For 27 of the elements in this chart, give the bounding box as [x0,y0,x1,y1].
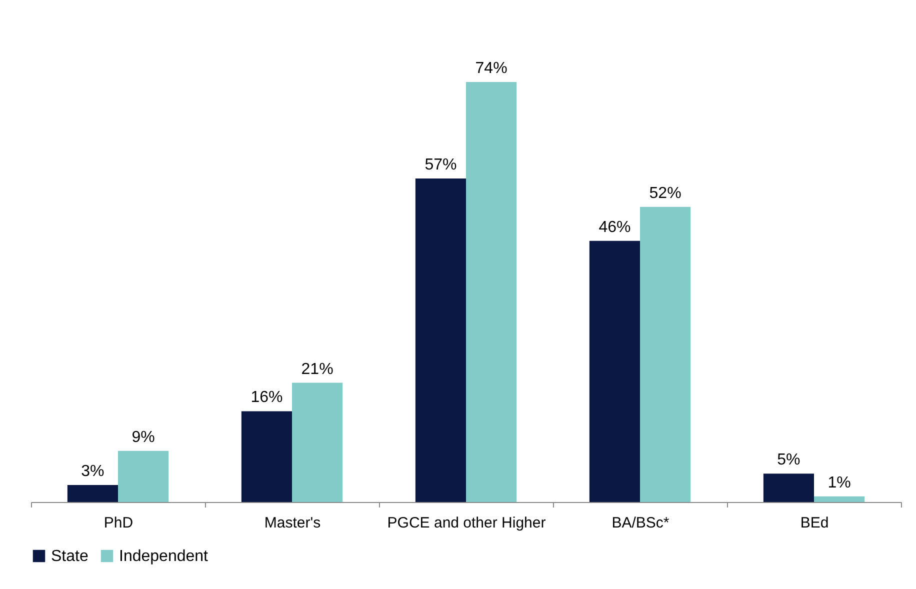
data-label: 9% [132,428,155,446]
x-tick-label: Master's [264,514,321,532]
bar [640,206,691,502]
data-label: 5% [777,452,800,469]
bar [466,82,517,502]
data-label: 21% [301,360,334,378]
x-tick-label: PGCE and other Higher [387,514,546,532]
data-label: 57% [424,156,457,174]
data-label: 46% [598,218,631,236]
x-tick-label: BEd [800,514,829,532]
bar [589,240,640,502]
data-label: 16% [250,389,283,406]
legend-label: State [51,548,88,565]
bar [292,382,343,502]
bar [415,178,466,502]
bar [67,484,118,502]
data-label: 74% [475,60,508,77]
data-label: 52% [649,184,682,202]
bar [118,450,169,502]
bar [241,411,292,502]
x-tick-label: PhD [104,514,134,532]
data-label: 3% [81,462,104,480]
data-label: 1% [828,474,851,492]
legend-label: Independent [119,548,209,565]
bar [763,474,814,502]
x-tick-label: BA/BSc* [612,514,670,532]
bar [814,496,865,502]
